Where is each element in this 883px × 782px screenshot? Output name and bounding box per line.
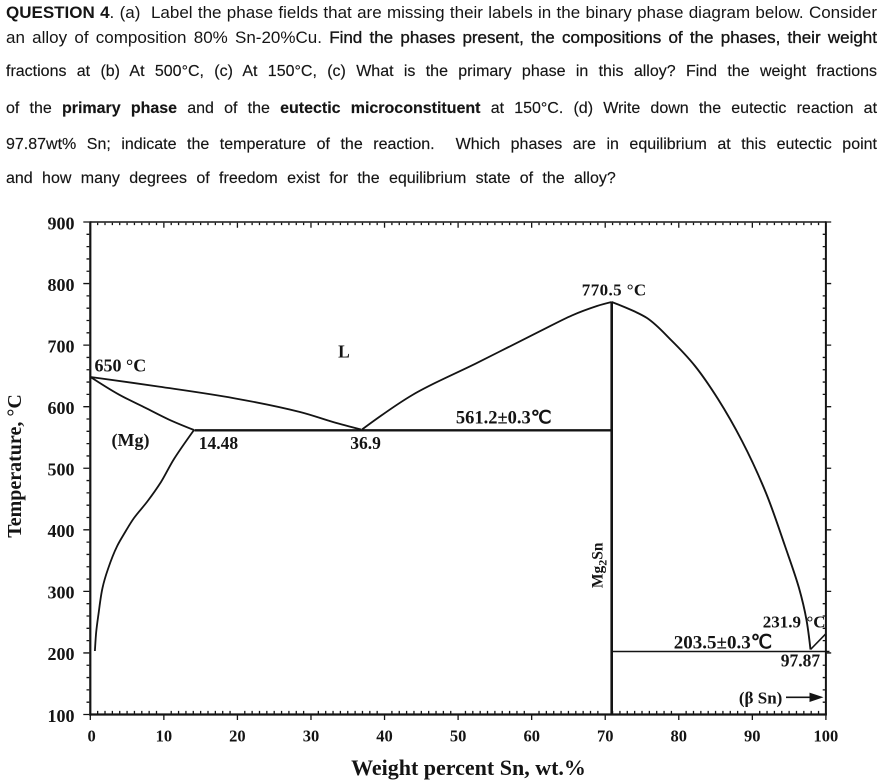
svg-text:400: 400 xyxy=(48,521,75,541)
svg-text:Weight percent Sn, wt.%: Weight percent Sn, wt.% xyxy=(351,755,586,780)
svg-text:L: L xyxy=(338,342,350,362)
svg-text:30: 30 xyxy=(303,726,320,745)
svg-text:700: 700 xyxy=(48,336,75,356)
svg-text:(Mg): (Mg) xyxy=(112,430,150,451)
svg-text:90: 90 xyxy=(744,726,761,745)
svg-text:800: 800 xyxy=(48,275,75,295)
svg-text:60: 60 xyxy=(523,726,540,745)
svg-text:20: 20 xyxy=(229,726,246,745)
svg-text:200: 200 xyxy=(48,644,75,664)
svg-text:40: 40 xyxy=(376,726,393,745)
svg-text:70: 70 xyxy=(597,726,614,745)
svg-text:36.9: 36.9 xyxy=(350,433,381,453)
svg-text:231.9: 231.9 xyxy=(763,613,801,632)
svg-text:770.5 °C: 770.5 °C xyxy=(582,281,647,300)
svg-text:(β Sn): (β Sn) xyxy=(739,688,782,707)
svg-text:14.48: 14.48 xyxy=(199,433,239,453)
svg-text:650 °C: 650 °C xyxy=(95,356,147,376)
svg-text:500: 500 xyxy=(48,460,75,480)
svg-text:300: 300 xyxy=(48,583,75,603)
svg-text:900: 900 xyxy=(48,213,75,233)
svg-text:97.87: 97.87 xyxy=(781,651,821,671)
svg-text:100: 100 xyxy=(814,726,839,745)
svg-text:203.5±0.3℃: 203.5±0.3℃ xyxy=(674,632,772,653)
svg-text:Mg2Sn: Mg2Sn xyxy=(590,542,610,588)
svg-text:10: 10 xyxy=(156,726,173,745)
svg-text:600: 600 xyxy=(48,398,75,418)
svg-text:0: 0 xyxy=(87,726,95,745)
svg-text:Temperature, °C: Temperature, °C xyxy=(4,394,26,538)
svg-text:50: 50 xyxy=(450,726,467,745)
svg-text:°C: °C xyxy=(807,613,826,632)
svg-text:561.2±0.3℃: 561.2±0.3℃ xyxy=(456,409,552,429)
svg-text:80: 80 xyxy=(671,726,688,745)
svg-text:100: 100 xyxy=(48,706,75,726)
